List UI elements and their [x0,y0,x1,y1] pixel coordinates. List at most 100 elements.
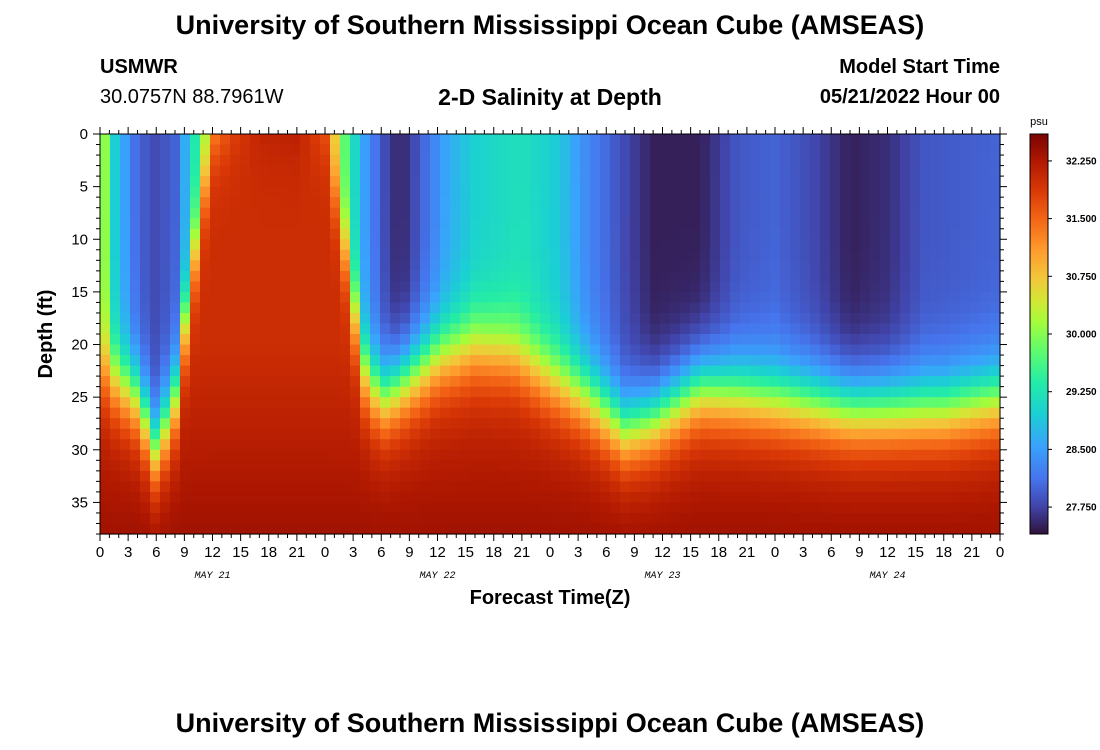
heatmap-cell [110,197,121,209]
heatmap-cell [480,207,491,219]
heatmap-cell [780,291,791,304]
heatmap-cell [360,428,371,440]
heatmap-cell [370,260,381,272]
heatmap-cell [730,155,741,167]
heatmap-cell [790,470,801,482]
heatmap-cell [300,439,311,451]
heatmap-cell [650,176,661,188]
heatmap-cell [200,323,211,335]
heatmap-cell [270,502,281,514]
heatmap-cell [660,228,671,240]
heatmap-cell [910,334,921,346]
heatmap-cell [650,502,661,514]
heatmap-cell [220,165,231,177]
heatmap-cell [340,144,351,156]
heatmap-cell [450,249,461,261]
heatmap-cell [850,176,861,188]
heatmap-cell [600,197,611,209]
heatmap-cell [770,186,781,198]
heatmap-cell [970,270,981,282]
heatmap-cell [110,218,121,230]
heatmap-cell [830,186,841,198]
heatmap-cell [470,365,481,377]
heatmap-cell [270,207,281,219]
heatmap-cell [480,186,491,198]
heatmap-cell [140,439,151,451]
heatmap-cell [260,407,271,419]
heatmap-cell [990,428,1001,440]
heatmap-cell [470,502,481,514]
heatmap-cell [320,186,331,198]
heatmap-cell [480,270,491,282]
x-tick-label: 6 [152,544,160,561]
heatmap-cell [380,344,391,356]
heatmap-cell [800,197,811,209]
heatmap-cell [830,491,841,504]
heatmap-cell [840,386,851,398]
heatmap-cell [190,270,201,282]
heatmap-cell [940,428,951,440]
heatmap-cell [180,491,191,504]
heatmap-cell [860,281,871,293]
heatmap-cell [870,281,881,293]
heatmap-cell [710,355,721,367]
heatmap-cell [930,176,941,188]
heatmap-cell [170,502,181,514]
heatmap-cell [860,376,871,388]
heatmap-cell [880,249,891,261]
heatmap-cell [530,376,541,388]
heatmap-cell [550,344,561,356]
heatmap-cell [740,502,751,514]
heatmap-cell [820,207,831,219]
heatmap-cell [660,355,671,367]
heatmap-cell [720,291,731,304]
heatmap-cell [780,176,791,188]
heatmap-cell [450,407,461,419]
heatmap-cell [360,418,371,430]
y-tick-label: 15 [71,284,88,301]
heatmap-cell [380,439,391,451]
heatmap-cell [700,502,711,514]
heatmap-cell [940,386,951,398]
heatmap-cell [780,218,791,230]
heatmap-cell [470,260,481,272]
heatmap-cell [420,249,431,261]
heatmap-cell [490,155,501,167]
heatmap-cell [520,134,531,146]
heatmap-cell [330,312,341,325]
heatmap-cell [240,418,251,430]
heatmap-cell [750,312,761,325]
heatmap-cell [440,407,451,419]
heatmap-cell [530,302,541,314]
heatmap-cell [140,218,151,230]
heatmap-cell [670,312,681,325]
heatmap-cell [530,523,541,535]
heatmap-cell [630,439,641,451]
heatmap-cell [540,491,551,504]
heatmap-cell [730,239,741,251]
heatmap-cell [860,365,871,377]
heatmap-cell [560,386,571,398]
heatmap-cell [230,470,241,482]
heatmap-cell [950,355,961,367]
heatmap-cell [320,312,331,325]
heatmap-cell [430,197,441,209]
heatmap-cell [990,239,1001,251]
heatmap-cell [540,355,551,367]
heatmap-cell [970,291,981,304]
heatmap-cell [240,218,251,230]
heatmap-cell [910,512,921,525]
heatmap-cell [110,291,121,304]
heatmap-cell [140,376,151,388]
heatmap-cell [910,134,921,146]
heatmap-cell [980,197,991,209]
heatmap-cell [530,344,541,356]
heatmap-cell [150,186,161,198]
heatmap-cell [990,397,1001,409]
heatmap-cell [360,260,371,272]
heatmap-cell [150,228,161,240]
heatmap-cell [490,407,501,419]
heatmap-cell [590,155,601,167]
heatmap-cell [890,397,901,409]
heatmap-cell [590,323,601,335]
